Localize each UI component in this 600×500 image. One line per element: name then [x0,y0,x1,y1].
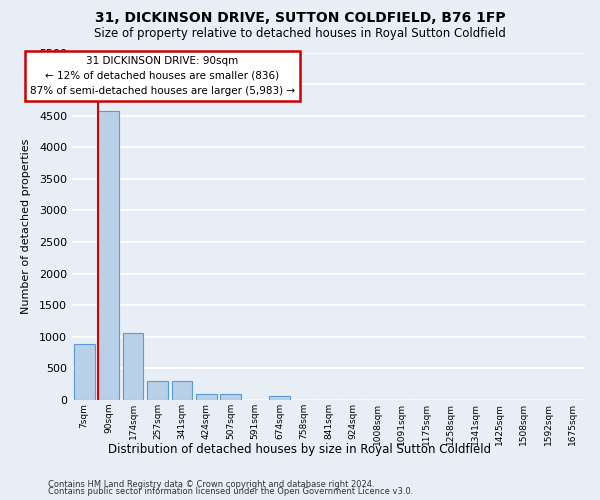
Y-axis label: Number of detached properties: Number of detached properties [20,138,31,314]
Bar [196,394,217,400]
Bar [98,112,119,400]
Bar [74,344,95,400]
Bar [147,382,168,400]
Text: Contains public sector information licensed under the Open Government Licence v3: Contains public sector information licen… [48,487,413,496]
Text: Distribution of detached houses by size in Royal Sutton Coldfield: Distribution of detached houses by size … [109,442,491,456]
Bar [220,394,241,400]
Bar [122,333,143,400]
Bar [172,382,193,400]
Text: Size of property relative to detached houses in Royal Sutton Coldfield: Size of property relative to detached ho… [94,28,506,40]
Text: 31 DICKINSON DRIVE: 90sqm
← 12% of detached houses are smaller (836)
87% of semi: 31 DICKINSON DRIVE: 90sqm ← 12% of detac… [30,56,295,96]
Bar [269,396,290,400]
Text: Contains HM Land Registry data © Crown copyright and database right 2024.: Contains HM Land Registry data © Crown c… [48,480,374,489]
Text: 31, DICKINSON DRIVE, SUTTON COLDFIELD, B76 1FP: 31, DICKINSON DRIVE, SUTTON COLDFIELD, B… [95,12,505,26]
